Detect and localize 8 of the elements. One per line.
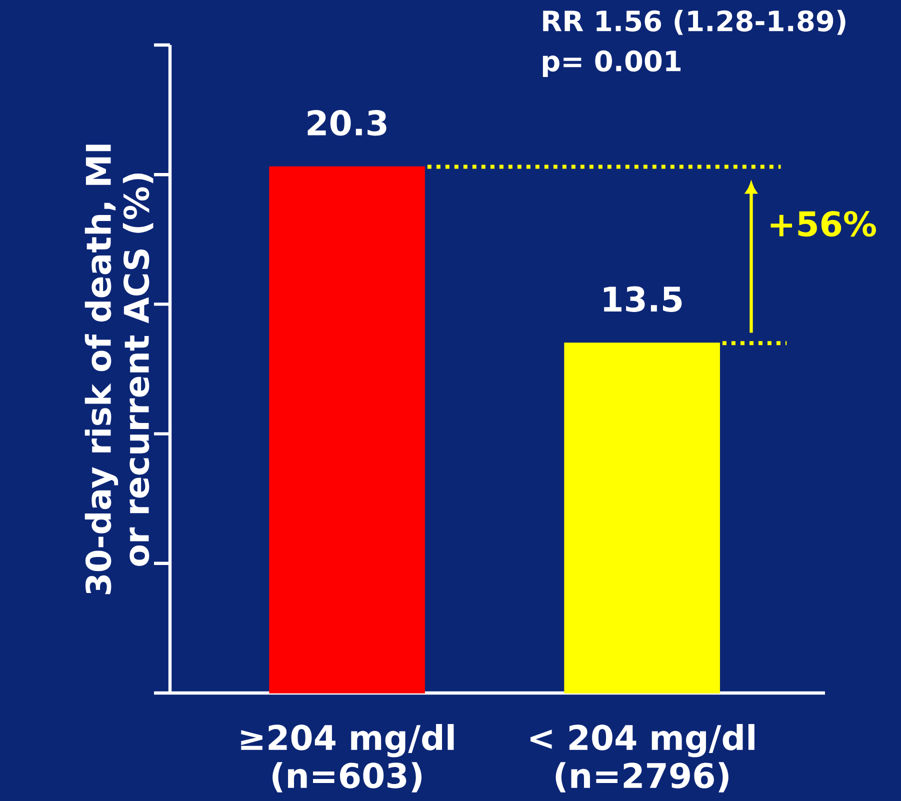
x-tick-label: ≥204 mg/dl (n=603) [241,724,454,792]
y-axis-title: 30-day risk of death, MI or recurrent ACS (%) [84,144,154,594]
annotation: p= 0.001 [542,50,681,78]
data-label: 13.5 [604,286,682,312]
x-tick-label: < 204 mg/dl (n=2796) [530,724,754,792]
data-label: 20.3 [308,110,386,136]
text: RR 1.56 (1.28-1.89) [543,10,846,35]
annotation: +56% [770,210,876,237]
